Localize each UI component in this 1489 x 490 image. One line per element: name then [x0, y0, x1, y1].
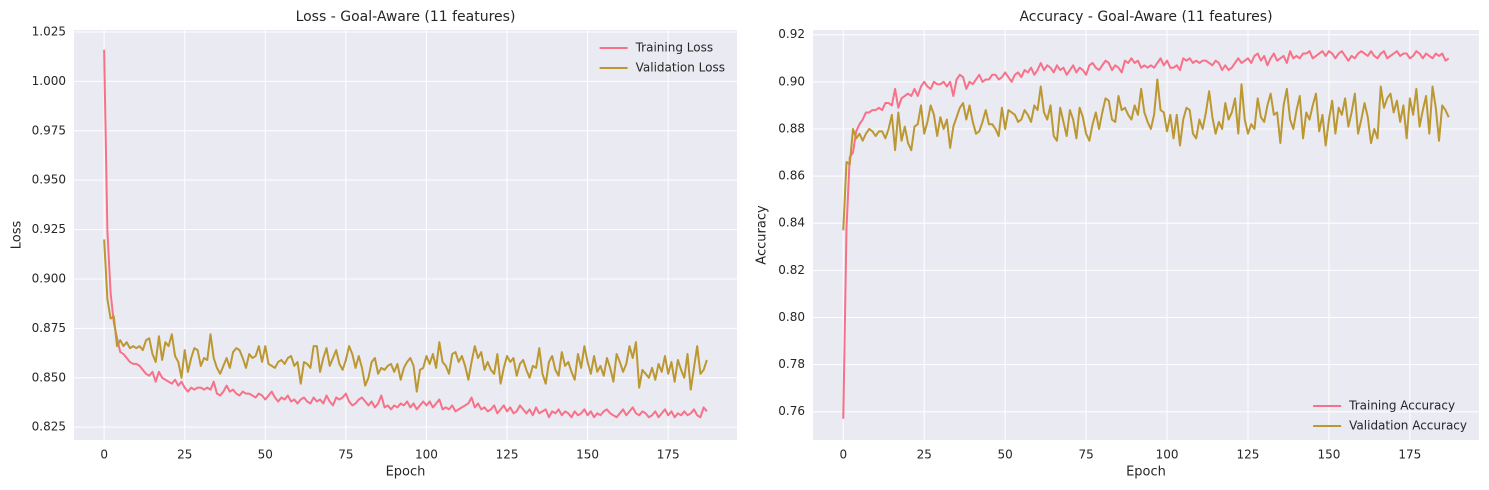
y-tick-label: 0.80	[778, 310, 805, 324]
x-tick-label: 25	[917, 448, 932, 462]
legend-label: Validation Loss	[636, 61, 725, 75]
x-tick-label: 50	[998, 448, 1013, 462]
legend-label: Training Loss	[635, 41, 713, 55]
data-line	[842, 50, 1450, 419]
x-tick-label: 175	[1398, 448, 1421, 462]
legend-label: Training Accuracy	[1348, 399, 1455, 413]
y-tick-label: 0.875	[32, 321, 66, 335]
x-tick-label: 0	[100, 448, 108, 462]
y-tick-label: 0.76	[778, 404, 805, 418]
chart-title: Loss - Goal-Aware (11 features)	[296, 9, 516, 25]
y-tick-label: 0.92	[778, 27, 805, 41]
y-tick-label: 0.78	[778, 357, 805, 371]
y-tick-label: 0.950	[32, 173, 66, 187]
y-tick-label: 1.025	[32, 24, 66, 38]
y-tick-label: 0.925	[32, 222, 66, 236]
y-tick-label: 0.88	[778, 121, 805, 135]
legend: Training Accuracy Validation Accuracy	[1313, 399, 1467, 433]
y-tick-label: 0.900	[32, 271, 66, 285]
x-tick-label: 50	[258, 448, 273, 462]
x-tick-label: 75	[1078, 448, 1093, 462]
chart-title: Accuracy - Goal-Aware (11 features)	[1019, 9, 1272, 25]
data-line	[842, 78, 1450, 231]
x-tick-label: 75	[338, 448, 353, 462]
y-tick-label: 0.82	[778, 263, 805, 277]
x-axis-label: Epoch	[386, 465, 426, 480]
y-tick-label: 0.86	[778, 169, 805, 183]
x-tick-label: 0	[839, 448, 847, 462]
y-axis-label: Loss	[10, 221, 25, 250]
subplot: 0 25 50 75 100 125 150 175 0.76 0.78 0.80 0.82 0.84 0…	[755, 9, 1479, 480]
y-axis-label: Accuracy	[755, 205, 770, 265]
x-tick-label: 175	[657, 448, 680, 462]
x-tick-label: 100	[1156, 448, 1179, 462]
y-tick-label: 1.000	[32, 74, 66, 88]
subplot: 0 25 50 75 100 125 150 175 0.825 0.850 0.875 0.900 0…	[10, 9, 737, 480]
x-tick-label: 150	[1317, 448, 1340, 462]
x-tick-label: 100	[415, 448, 438, 462]
data-line	[103, 239, 708, 393]
x-tick-label: 25	[177, 448, 192, 462]
legend-label: Validation Accuracy	[1349, 419, 1467, 433]
legend: Training Loss Validation Loss	[599, 41, 725, 75]
x-tick-label: 125	[1237, 448, 1260, 462]
x-tick-label: 150	[576, 448, 599, 462]
y-tick-label: 0.84	[778, 216, 805, 230]
y-tick-label: 0.825	[32, 420, 66, 434]
data-line	[103, 49, 708, 419]
x-tick-label: 125	[496, 448, 519, 462]
y-tick-label: 0.975	[32, 123, 66, 137]
y-tick-label: 0.850	[32, 370, 66, 384]
y-tick-label: 0.90	[778, 74, 805, 88]
x-axis-label: Epoch	[1126, 465, 1166, 480]
